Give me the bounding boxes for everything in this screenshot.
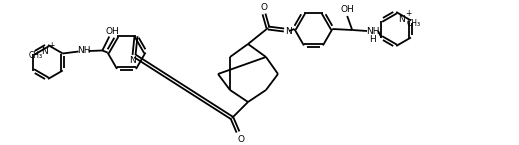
Text: N: N — [398, 14, 405, 23]
Text: N: N — [42, 48, 48, 57]
Text: +: + — [405, 9, 412, 18]
Text: CH₃: CH₃ — [406, 19, 420, 28]
Text: OH: OH — [105, 27, 119, 36]
Text: OH: OH — [340, 6, 354, 14]
Text: O: O — [238, 135, 244, 144]
Text: N: N — [284, 28, 291, 37]
Text: CH₃: CH₃ — [29, 50, 43, 59]
Text: O: O — [261, 2, 267, 11]
Text: H: H — [370, 36, 376, 45]
Text: NH: NH — [77, 46, 90, 55]
Text: +: + — [48, 41, 54, 50]
Text: NH: NH — [366, 27, 380, 36]
Text: N: N — [129, 56, 135, 65]
